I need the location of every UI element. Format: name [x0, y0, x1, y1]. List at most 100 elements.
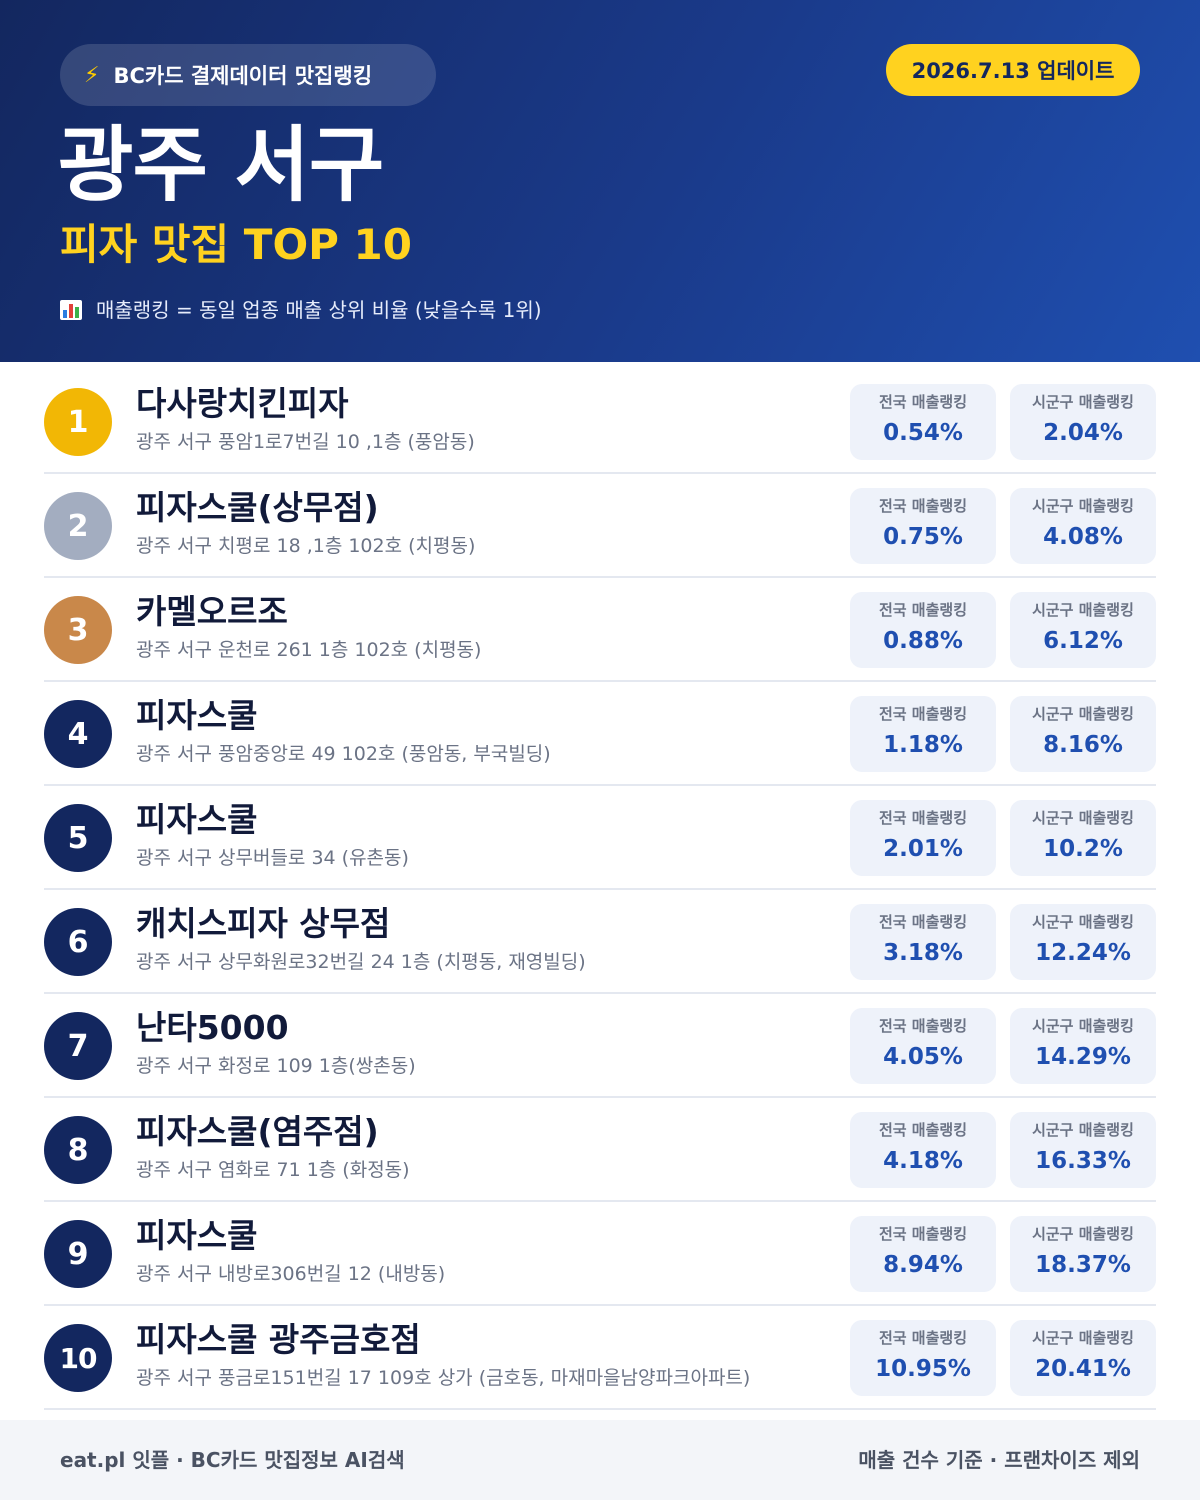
rank-badge: 3 — [44, 596, 112, 664]
restaurant-address: 광주 서구 치평로 18 ,1층 102호 (치평동) — [136, 535, 476, 557]
local-ranking-box: 시군구 매출랭킹 18.37% — [1010, 1216, 1156, 1292]
national-ranking-box: 전국 매출랭킹 0.75% — [850, 488, 996, 564]
restaurant-name: 피자스쿨 — [136, 1216, 258, 1255]
local-ranking-label: 시군구 매출랭킹 — [1032, 809, 1134, 827]
national-ranking-value: 0.88% — [883, 628, 963, 654]
rank-badge: 1 — [44, 388, 112, 456]
restaurant-name: 피자스쿨(상무점) — [136, 488, 379, 527]
national-ranking-box: 전국 매출랭킹 3.18% — [850, 904, 996, 980]
restaurant-row[interactable]: 5 피자스쿨 광주 서구 상무버들로 34 (유촌동) 전국 매출랭킹 2.01% 시군구… — [44, 786, 1156, 890]
national-ranking-value: 1.18% — [883, 732, 963, 758]
national-ranking-label: 전국 매출랭킹 — [878, 497, 968, 515]
local-ranking-box: 시군구 매출랭킹 4.08% — [1010, 488, 1156, 564]
update-badge: 2026.7.13 업데이트 — [886, 44, 1140, 96]
national-ranking-box: 전국 매출랭킹 2.01% — [850, 800, 996, 876]
restaurant-name: 피자스쿨 — [136, 696, 258, 735]
restaurant-row[interactable]: 7 난타5000 광주 서구 화정로 109 1층(쌍촌동) 전국 매출랭킹 4.05%… — [44, 994, 1156, 1098]
lightning-bolt-icon: ⚡ — [84, 62, 100, 88]
local-ranking-box: 시군구 매출랭킹 6.12% — [1010, 592, 1156, 668]
local-ranking-value: 2.04% — [1043, 420, 1123, 446]
national-ranking-value: 0.54% — [883, 420, 963, 446]
restaurant-address: 광주 서구 내방로306번길 12 (내방동) — [136, 1263, 446, 1285]
ranking-note-text: 매출랭킹 = 동일 업종 매출 상위 비율 (낮을수록 1위) — [96, 298, 542, 322]
local-ranking-label: 시군구 매출랭킹 — [1032, 393, 1134, 411]
restaurant-address: 광주 서구 풍암1로7번길 10 ,1층 (풍암동) — [136, 431, 475, 453]
national-ranking-value: 4.18% — [883, 1148, 963, 1174]
national-ranking-box: 전국 매출랭킹 0.88% — [850, 592, 996, 668]
source-badge: ⚡ BC카드 결제데이터 맛집랭킹 — [60, 44, 436, 106]
national-ranking-value: 4.05% — [883, 1044, 963, 1070]
restaurant-address: 광주 서구 상무버들로 34 (유촌동) — [136, 847, 409, 869]
rank-badge: 10 — [44, 1324, 112, 1392]
national-ranking-label: 전국 매출랭킹 — [878, 913, 968, 931]
local-ranking-box: 시군구 매출랭킹 10.2% — [1010, 800, 1156, 876]
rank-badge: 4 — [44, 700, 112, 768]
restaurant-row[interactable]: 4 피자스쿨 광주 서구 풍암중앙로 49 102호 (풍암동, 부국빌딩) 전국 매… — [44, 682, 1156, 786]
bar-chart-icon — [60, 300, 82, 320]
restaurant-name: 피자스쿨(염주점) — [136, 1112, 379, 1151]
rank-badge: 9 — [44, 1220, 112, 1288]
local-ranking-label: 시군구 매출랭킹 — [1032, 1329, 1134, 1347]
restaurant-name: 다사랑치킨피자 — [136, 384, 349, 423]
local-ranking-box: 시군구 매출랭킹 16.33% — [1010, 1112, 1156, 1188]
local-ranking-value: 8.16% — [1043, 732, 1123, 758]
national-ranking-box: 전국 매출랭킹 8.94% — [850, 1216, 996, 1292]
local-ranking-value: 20.41% — [1035, 1356, 1131, 1382]
local-ranking-value: 14.29% — [1035, 1044, 1131, 1070]
national-ranking-value: 2.01% — [883, 836, 963, 862]
header-banner: ⚡ BC카드 결제데이터 맛집랭킹 2026.7.13 업데이트 광주 서구 피… — [0, 0, 1200, 362]
restaurant-name: 피자스쿨 — [136, 800, 258, 839]
local-ranking-box: 시군구 매출랭킹 12.24% — [1010, 904, 1156, 980]
restaurant-address: 광주 서구 화정로 109 1층(쌍촌동) — [136, 1055, 416, 1077]
national-ranking-box: 전국 매출랭킹 4.05% — [850, 1008, 996, 1084]
national-ranking-box: 전국 매출랭킹 0.54% — [850, 384, 996, 460]
restaurant-address: 광주 서구 상무화원로32번길 24 1층 (치평동, 재영빌딩) — [136, 951, 586, 973]
restaurant-name: 캐치스피자 상무점 — [136, 904, 391, 943]
local-ranking-label: 시군구 매출랭킹 — [1032, 705, 1134, 723]
national-ranking-value: 3.18% — [883, 940, 963, 966]
rank-badge: 6 — [44, 908, 112, 976]
restaurant-name: 피자스쿨 광주금호점 — [136, 1320, 421, 1359]
restaurant-name: 난타5000 — [136, 1008, 289, 1047]
rank-badge: 7 — [44, 1012, 112, 1080]
national-ranking-label: 전국 매출랭킹 — [878, 1329, 968, 1347]
local-ranking-value: 10.2% — [1043, 836, 1123, 862]
footer: eat.pl 잇플 · BC카드 맛집정보 AI검색 매출 건수 기준 · 프랜… — [0, 1420, 1200, 1500]
restaurant-address: 광주 서구 풍금로151번길 17 109호 상가 (금호동, 마재마을남양파크… — [136, 1367, 751, 1389]
national-ranking-value: 0.75% — [883, 524, 963, 550]
restaurant-name: 카멜오르조 — [136, 592, 288, 631]
national-ranking-box: 전국 매출랭킹 1.18% — [850, 696, 996, 772]
local-ranking-value: 4.08% — [1043, 524, 1123, 550]
local-ranking-label: 시군구 매출랭킹 — [1032, 1017, 1134, 1035]
restaurant-row[interactable]: 2 피자스쿨(상무점) 광주 서구 치평로 18 ,1층 102호 (치평동) 전국 … — [44, 474, 1156, 578]
ranking-note: 매출랭킹 = 동일 업종 매출 상위 비율 (낮을수록 1위) — [60, 294, 542, 326]
local-ranking-label: 시군구 매출랭킹 — [1032, 1121, 1134, 1139]
page-title: 광주 서구 — [58, 118, 384, 213]
local-ranking-label: 시군구 매출랭킹 — [1032, 601, 1134, 619]
restaurant-row[interactable]: 8 피자스쿨(염주점) 광주 서구 염화로 71 1층 (화정동) 전국 매출랭킹 4.… — [44, 1098, 1156, 1202]
source-label: BC카드 결제데이터 맛집랭킹 — [113, 64, 373, 88]
national-ranking-label: 전국 매출랭킹 — [878, 1017, 968, 1035]
national-ranking-value: 8.94% — [883, 1252, 963, 1278]
footer-source: eat.pl 잇플 · BC카드 맛집정보 AI검색 — [60, 1448, 405, 1472]
local-ranking-label: 시군구 매출랭킹 — [1032, 1225, 1134, 1243]
national-ranking-label: 전국 매출랭킹 — [878, 601, 968, 619]
restaurant-address: 광주 서구 염화로 71 1층 (화정동) — [136, 1159, 410, 1181]
local-ranking-box: 시군구 매출랭킹 20.41% — [1010, 1320, 1156, 1396]
national-ranking-label: 전국 매출랭킹 — [878, 1225, 968, 1243]
national-ranking-label: 전국 매출랭킹 — [878, 705, 968, 723]
restaurant-address: 광주 서구 운천로 261 1층 102호 (치평동) — [136, 639, 482, 661]
rank-badge: 2 — [44, 492, 112, 560]
rank-badge: 5 — [44, 804, 112, 872]
local-ranking-box: 시군구 매출랭킹 2.04% — [1010, 384, 1156, 460]
local-ranking-value: 12.24% — [1035, 940, 1131, 966]
local-ranking-value: 6.12% — [1043, 628, 1123, 654]
national-ranking-label: 전국 매출랭킹 — [878, 1121, 968, 1139]
rank-badge: 8 — [44, 1116, 112, 1184]
